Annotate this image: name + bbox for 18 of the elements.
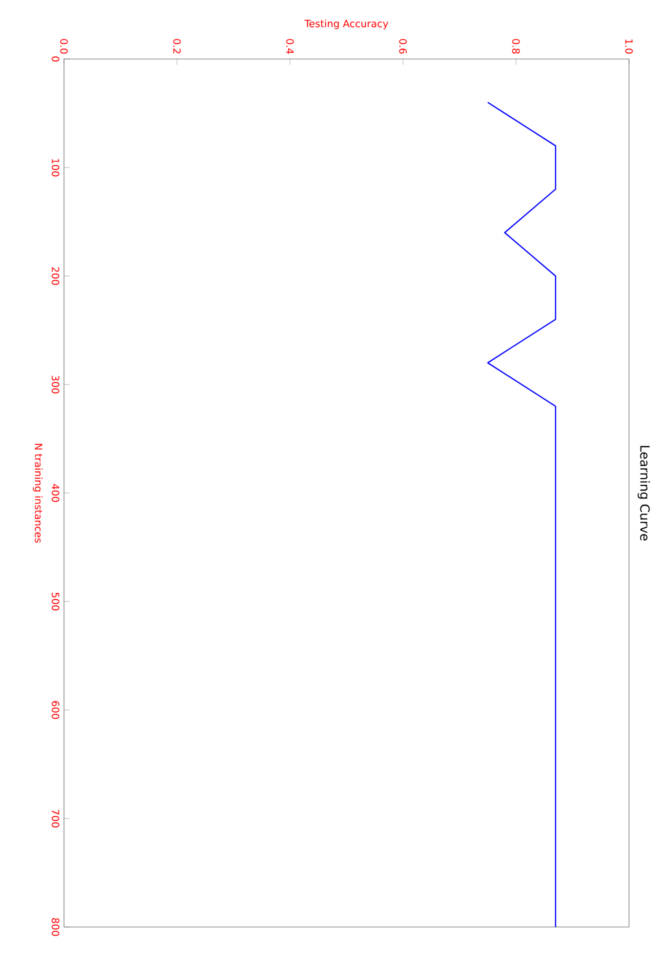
x-tick-label: 0.8	[512, 39, 520, 54]
y-tick-label: 500	[52, 592, 60, 610]
x-tick-label: 0.4	[286, 39, 294, 54]
x-axis-title: Testing Accuracy	[304, 20, 388, 30]
y-tick-label: 700	[52, 810, 60, 828]
y-tick-label: 0	[52, 56, 60, 62]
y-tick-label: 800	[52, 918, 60, 936]
x-tick-label: 0.0	[60, 39, 68, 54]
y-tick-label: 600	[52, 701, 60, 719]
y-axis-title: N training instances	[32, 444, 43, 543]
y-tick-label: 100	[52, 159, 60, 176]
x-tick-label: 0.2	[173, 39, 181, 54]
y-tick-label: 300	[52, 376, 60, 394]
x-tick-label: 0.6	[399, 39, 407, 54]
y-tick-label: 200	[52, 267, 60, 285]
text: Learning Curve	[638, 446, 650, 541]
y-tick-label: 400	[52, 484, 60, 502]
x-tick-label: 1.0	[625, 40, 633, 54]
